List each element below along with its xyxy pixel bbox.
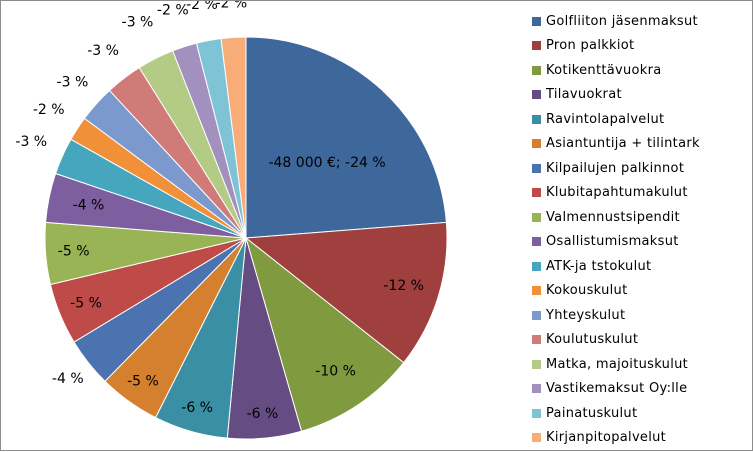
slice-data-label: -5 % <box>127 374 159 390</box>
legend-swatch <box>532 433 541 443</box>
legend-swatch <box>532 286 541 296</box>
slice-data-label: -48 000 €; -24 % <box>268 155 385 171</box>
legend-label: Valmennustsipendit <box>546 209 680 225</box>
legend-item: Tilavuokrat <box>532 83 747 108</box>
legend-label: Golfliiton jäsenmaksut <box>546 13 698 29</box>
legend-label: Ravintolapalvelut <box>546 111 665 127</box>
slice-data-label: -6 % <box>247 406 279 422</box>
legend-swatch <box>532 41 541 51</box>
pie-slice <box>245 236 405 432</box>
legend-label: Asiantuntija + tilintark <box>546 136 700 152</box>
legend-item: Yhteyskulut <box>532 303 747 328</box>
legend-label: Koulutuskulut <box>546 332 639 348</box>
legend-item: Kilpailujen palkinnot <box>532 156 747 181</box>
legend-swatch <box>532 384 541 394</box>
slice-data-label: -3 % <box>57 74 89 90</box>
legend-swatch <box>532 114 541 124</box>
legend-label: Pron palkkiot <box>546 38 635 54</box>
legend-item: Valmennustsipendit <box>532 205 747 230</box>
legend-label: Kokouskulut <box>546 283 628 299</box>
legend-label: Kirjanpitopalvelut <box>546 430 667 446</box>
legend-label: Tilavuokrat <box>546 87 622 103</box>
pie-slice <box>220 36 247 239</box>
legend-label: ATK-ja tstokulut <box>546 258 652 274</box>
legend-swatch <box>532 163 541 173</box>
legend-item: Asiantuntija + tilintark <box>532 132 747 157</box>
legend-swatch <box>532 65 541 75</box>
legend-label: Painatuskulut <box>546 405 638 421</box>
slice-data-label: -3 % <box>15 134 47 150</box>
legend-item: Golfliiton jäsenmaksut <box>532 9 747 34</box>
slice-data-label: -2 % <box>33 102 65 118</box>
slice-data-label: -2 % <box>157 2 189 18</box>
slice-data-label: -12 % <box>383 278 424 294</box>
slice-data-label: -2 % <box>186 1 218 13</box>
legend-item: Vastikemaksut Oy:lle <box>532 377 747 402</box>
legend-swatch <box>532 212 541 222</box>
legend: Golfliiton jäsenmaksut Pron palkkiot Kotik… <box>532 9 747 450</box>
slice-data-label: -10 % <box>315 364 356 380</box>
legend-item: Painatuskulut <box>532 401 747 426</box>
legend-label: Yhteyskulut <box>546 307 626 323</box>
legend-item: ATK-ja tstokulut <box>532 254 747 279</box>
legend-swatch <box>532 16 541 26</box>
legend-item: Kokouskulut <box>532 279 747 304</box>
legend-item: Kirjanpitopalvelut <box>532 426 747 451</box>
legend-label: Klubitapahtumakulut <box>546 185 688 201</box>
legend-swatch <box>532 335 541 345</box>
legend-item: Ravintolapalvelut <box>532 107 747 132</box>
legend-item: Osallistumismaksut <box>532 230 747 255</box>
legend-label: Kotikenttävuokra <box>546 62 662 78</box>
legend-item: Klubitapahtumakulut <box>532 181 747 206</box>
legend-item: Pron palkkiot <box>532 34 747 59</box>
legend-swatch <box>532 310 541 320</box>
slice-data-label: -5 % <box>70 296 102 312</box>
legend-swatch <box>532 90 541 100</box>
legend-label: Kilpailujen palkinnot <box>546 160 685 176</box>
pie-slice <box>245 36 447 239</box>
slice-data-label: -4 % <box>73 198 105 214</box>
legend-swatch <box>532 261 541 271</box>
slice-data-label: -5 % <box>58 243 90 259</box>
legend-swatch <box>532 139 541 149</box>
legend-item: Koulutuskulut <box>532 328 747 353</box>
legend-label: Matka, majoituskulut <box>546 356 689 372</box>
legend-swatch <box>532 188 541 198</box>
legend-item: Kotikenttävuokra <box>532 58 747 83</box>
legend-label: Osallistumismaksut <box>546 234 679 250</box>
slice-data-label: -4 % <box>52 371 84 387</box>
slice-data-label: -3 % <box>122 15 154 31</box>
legend-label: Vastikemaksut Oy:lle <box>546 381 688 397</box>
legend-swatch <box>532 359 541 369</box>
legend-item: Matka, majoituskulut <box>532 352 747 377</box>
slice-data-label: -6 % <box>181 400 213 416</box>
pie-slice <box>244 221 448 364</box>
legend-swatch <box>532 237 541 247</box>
slice-data-label: -2 % <box>216 1 248 11</box>
slice-data-label: -3 % <box>87 43 119 59</box>
legend-swatch <box>532 408 541 418</box>
